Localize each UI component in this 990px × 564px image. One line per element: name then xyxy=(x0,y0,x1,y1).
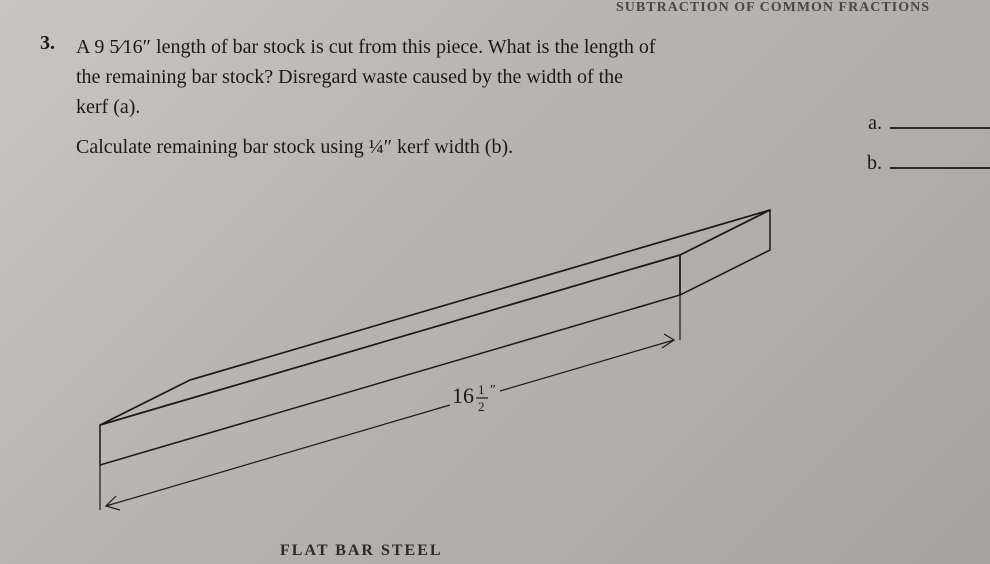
bar-stock-svg: 16 1 2 ″ xyxy=(70,190,810,550)
page: SUBTRACTION OF COMMON FRACTIONS 3. A 9 5… xyxy=(0,0,990,564)
dimension-lines xyxy=(100,295,680,510)
section-header: SUBTRACTION OF COMMON FRACTIONS xyxy=(616,0,930,16)
problem-block: 3. A 9 5⁄16″ length of bar stock is cut … xyxy=(40,32,800,162)
problem-line-2: the remaining bar stock? Disregard waste… xyxy=(76,62,800,92)
problem-line-3: kerf (a). xyxy=(76,92,800,122)
dim-denom: 2 xyxy=(478,399,485,414)
answer-b-line xyxy=(890,155,990,169)
answer-blank-a: a. xyxy=(868,112,990,135)
bar-stock-diagram: 16 1 2 ″ xyxy=(70,190,810,550)
problem-number: 3. xyxy=(40,32,55,55)
dim-unit: ″ xyxy=(490,383,496,398)
answer-a-line xyxy=(890,115,990,129)
problem-body: A 9 5⁄16″ length of bar stock is cut fro… xyxy=(76,32,800,162)
answer-a-label: a. xyxy=(868,112,882,135)
dim-whole: 16 xyxy=(452,383,474,408)
answer-blank-b: b. xyxy=(867,152,990,175)
dimension-label: 16 1 2 ″ xyxy=(452,382,496,414)
dim-numer: 1 xyxy=(478,382,485,397)
diagram-caption: FLAT BAR STEEL xyxy=(280,542,443,560)
problem-line-1: A 9 5⁄16″ length of bar stock is cut fro… xyxy=(76,32,800,62)
answer-b-label: b. xyxy=(867,152,882,175)
problem-line-4: Calculate remaining bar stock using ¼″ k… xyxy=(76,132,800,162)
